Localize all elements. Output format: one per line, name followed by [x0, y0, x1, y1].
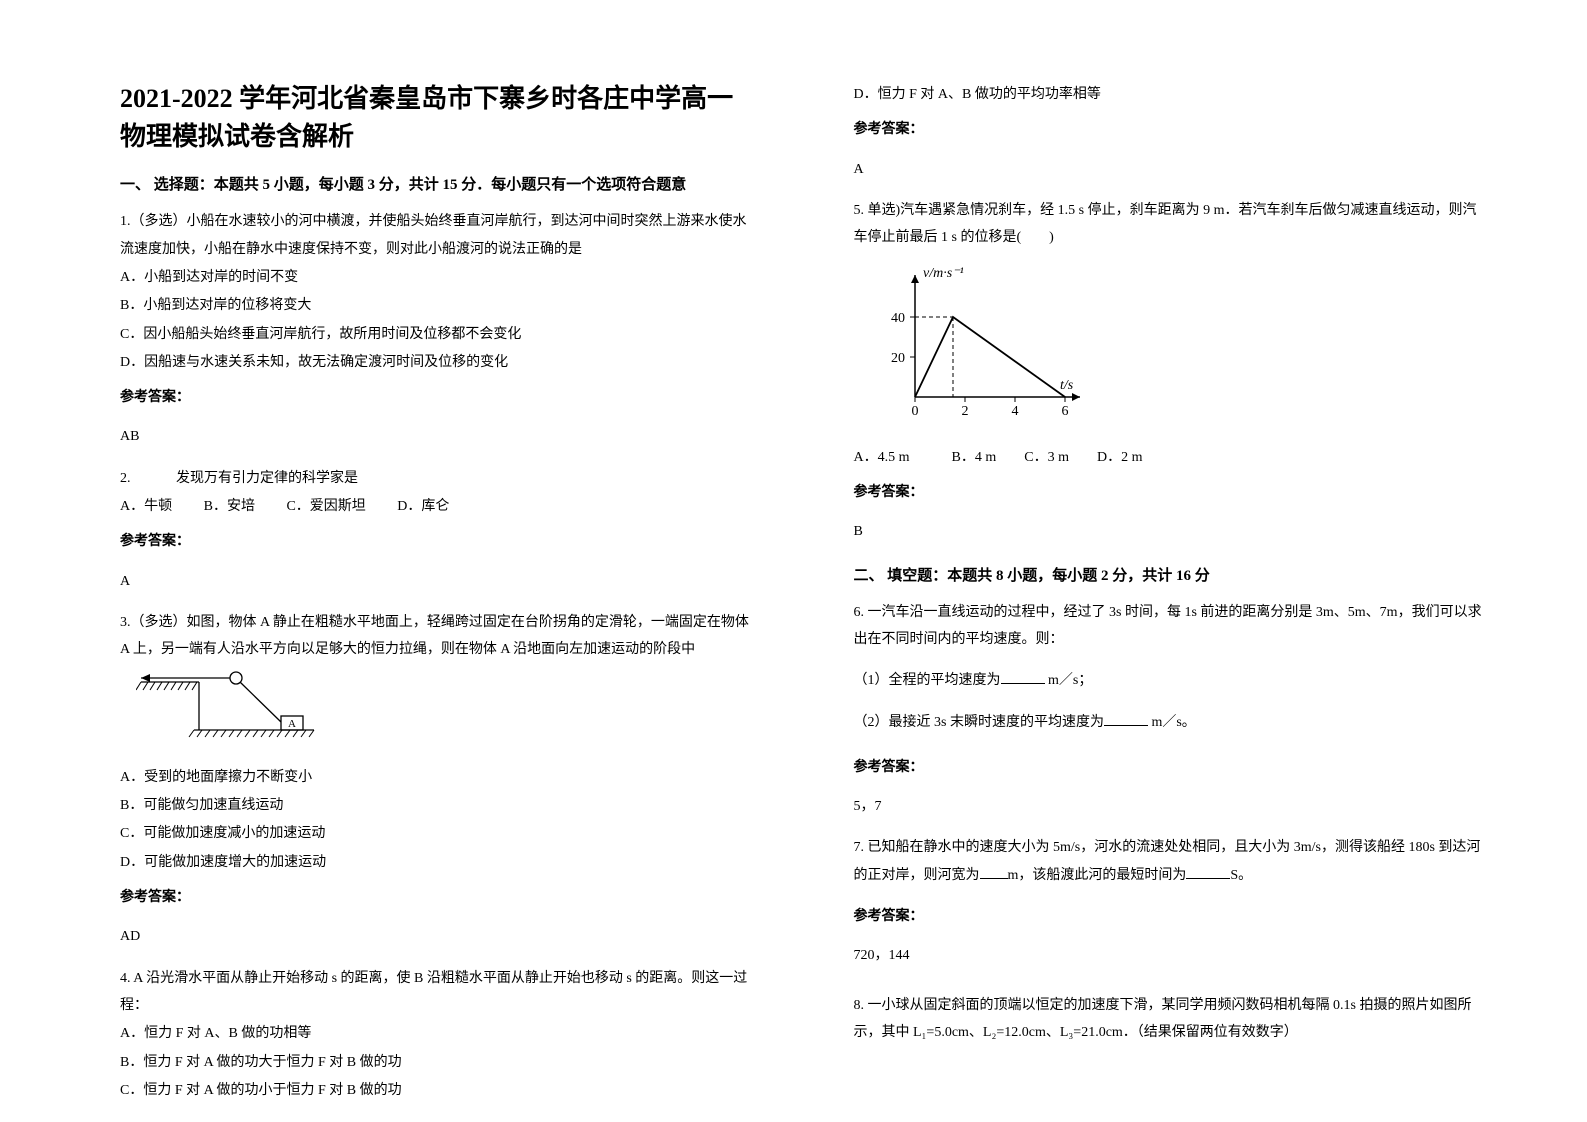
q2-answer: A [120, 568, 754, 595]
q5-stem: 5. 单选)汽车遇紧急情况刹车，经 1.5 s 停止，刹车距离为 9 m．若汽车… [854, 197, 1488, 252]
svg-text:20: 20 [891, 351, 905, 366]
q7-mid: m，该船渡此河的最短时间为 [1008, 868, 1187, 883]
q8-stem: 8. 一小球从固定斜面的顶端以恒定的加速度下滑，某同学用频闪数码相机每隔 0.1… [854, 992, 1488, 1047]
svg-text:4: 4 [1011, 404, 1018, 419]
q6-p1-suf: m／s； [1045, 673, 1093, 688]
blank [1186, 864, 1230, 879]
left-column: 2021-2022 学年河北省秦皇岛市下寨乡时各庄中学高一物理模拟试卷含解析 一… [100, 80, 804, 1082]
q3-opt-c: C．可能做加速度减小的加速运动 [120, 820, 754, 847]
q2-opts: A．牛顿 B．安培 C．爱因斯坦 D．库仑 [120, 493, 754, 520]
answer-label: 参考答案： [854, 754, 1488, 781]
q1-opt-d: D．因船速与水速关系未知，故无法确定渡河时间及位移的变化 [120, 349, 754, 376]
svg-text:6: 6 [1061, 404, 1068, 419]
q1-opt-b: B．小船到达对岸的位移将变大 [120, 292, 754, 319]
question-4-cont: D．恒力 F 对 A、B 做功的平均功率相等 参考答案： A [854, 81, 1488, 183]
q6-stem: 6. 一汽车沿一直线运动的过程中，经过了 3s 时间，每 1s 前进的距离分别是… [854, 599, 1488, 654]
question-1: 1.（多选）小船在水速较小的河中横渡，并使船头始终垂直河岸航行，到达河中间时突然… [120, 208, 754, 450]
question-2: 2. 发现万有引力定律的科学家是 A．牛顿 B．安培 C．爱因斯坦 D．库仑 参… [120, 465, 754, 595]
q4-answer: A [854, 156, 1488, 183]
q1-answer: AB [120, 423, 754, 450]
svg-text:2: 2 [961, 404, 968, 419]
q3-answer: AD [120, 923, 754, 950]
q4-opt-a: A．恒力 F 对 A、B 做的功相等 [120, 1020, 754, 1047]
q3-diagram: A [136, 670, 754, 758]
question-7: 7. 已知船在静水中的速度大小为 5m/s，河水的流速处处相同，且大小为 3m/… [854, 834, 1488, 969]
answer-label: 参考答案： [854, 479, 1488, 506]
answer-label: 参考答案： [120, 528, 754, 555]
svg-text:v/m·s⁻¹: v/m·s⁻¹ [923, 266, 964, 281]
q7-stem: 7. 已知船在静水中的速度大小为 5m/s，河水的流速处处相同，且大小为 3m/… [854, 834, 1488, 889]
q6-p2: （2）最接近 3s 末瞬时速度的平均速度为 m／s。 [854, 709, 1488, 736]
blank [1104, 711, 1148, 726]
question-4: 4. A 沿光滑水平面从静止开始移动 s 的距离，使 B 沿粗糙水平面从静止开始… [120, 965, 754, 1104]
svg-text:0: 0 [911, 404, 918, 419]
blank [1001, 669, 1045, 684]
q6-p1: （1）全程的平均速度为 m／s； [854, 667, 1488, 694]
q4-opt-c: C．恒力 F 对 A 做的功小于恒力 F 对 B 做的功 [120, 1077, 754, 1104]
right-column: D．恒力 F 对 A、B 做功的平均功率相等 参考答案： A 5. 单选)汽车遇… [804, 80, 1508, 1082]
q7-suf: S。 [1230, 868, 1252, 883]
q5-opts: A．4.5 m B．4 m C．3 m D．2 m [854, 444, 1488, 471]
question-6: 6. 一汽车沿一直线运动的过程中，经过了 3s 时间，每 1s 前进的距离分别是… [854, 599, 1488, 821]
q4-stem: 4. A 沿光滑水平面从静止开始移动 s 的距离，使 B 沿粗糙水平面从静止开始… [120, 965, 754, 1020]
q3-opt-a: A．受到的地面摩擦力不断变小 [120, 764, 754, 791]
exam-title: 2021-2022 学年河北省秦皇岛市下寨乡时各庄中学高一物理模拟试卷含解析 [120, 80, 754, 155]
q1-stem: 1.（多选）小船在水速较小的河中横渡，并使船头始终垂直河岸航行，到达河中间时突然… [120, 208, 754, 263]
q1-opt-c: C．因小船船头始终垂直河岸航行，故所用时间及位移都不会变化 [120, 321, 754, 348]
q3-stem: 3.（多选）如图，物体 A 静止在粗糙水平地面上，轻绳跨过固定在台阶拐角的定滑轮… [120, 609, 754, 664]
question-8: 8. 一小球从固定斜面的顶端以恒定的加速度下滑，某同学用频闪数码相机每隔 0.1… [854, 992, 1488, 1047]
q1-opt-a: A．小船到达对岸的时间不变 [120, 264, 754, 291]
q6-answer: 5，7 [854, 793, 1488, 820]
answer-label: 参考答案： [854, 116, 1488, 143]
answer-label: 参考答案： [120, 384, 754, 411]
q4-opt-d: D．恒力 F 对 A、B 做功的平均功率相等 [854, 81, 1488, 108]
answer-label: 参考答案： [120, 884, 754, 911]
exam-page: 2021-2022 学年河北省秦皇岛市下寨乡时各庄中学高一物理模拟试卷含解析 一… [0, 0, 1587, 1122]
question-5: 5. 单选)汽车遇紧急情况刹车，经 1.5 s 停止，刹车距离为 9 m．若汽车… [854, 197, 1488, 546]
q6-p2-pre: （2）最接近 3s 末瞬时速度的平均速度为 [854, 715, 1104, 730]
q2-stem: 2. 发现万有引力定律的科学家是 [120, 465, 754, 492]
blank [980, 864, 1008, 879]
svg-text:A: A [288, 718, 296, 730]
q5-chart: 0 2 4 6 20 40 v/m·s⁻¹ t/s [870, 257, 1488, 437]
q4-opt-b: B．恒力 F 对 A 做的功大于恒力 F 对 B 做的功 [120, 1049, 754, 1076]
q5-answer: B [854, 518, 1488, 545]
question-3: 3.（多选）如图，物体 A 静止在粗糙水平地面上，轻绳跨过固定在台阶拐角的定滑轮… [120, 609, 754, 951]
section-2-head: 二、 填空题：本题共 8 小题，每小题 2 分，共计 16 分 [854, 564, 1488, 585]
answer-label: 参考答案： [854, 903, 1488, 930]
svg-text:40: 40 [891, 311, 905, 326]
q6-p1-pre: （1）全程的平均速度为 [854, 673, 1001, 688]
q7-answer: 720，144 [854, 942, 1488, 969]
svg-text:t/s: t/s [1060, 378, 1074, 393]
q3-opt-b: B．可能做匀加速直线运动 [120, 792, 754, 819]
q3-opt-d: D．可能做加速度增大的加速运动 [120, 849, 754, 876]
q6-p2-suf: m／s。 [1148, 715, 1196, 730]
section-1-head: 一、 选择题：本题共 5 小题，每小题 3 分，共计 15 分．每小题只有一个选… [120, 173, 754, 194]
